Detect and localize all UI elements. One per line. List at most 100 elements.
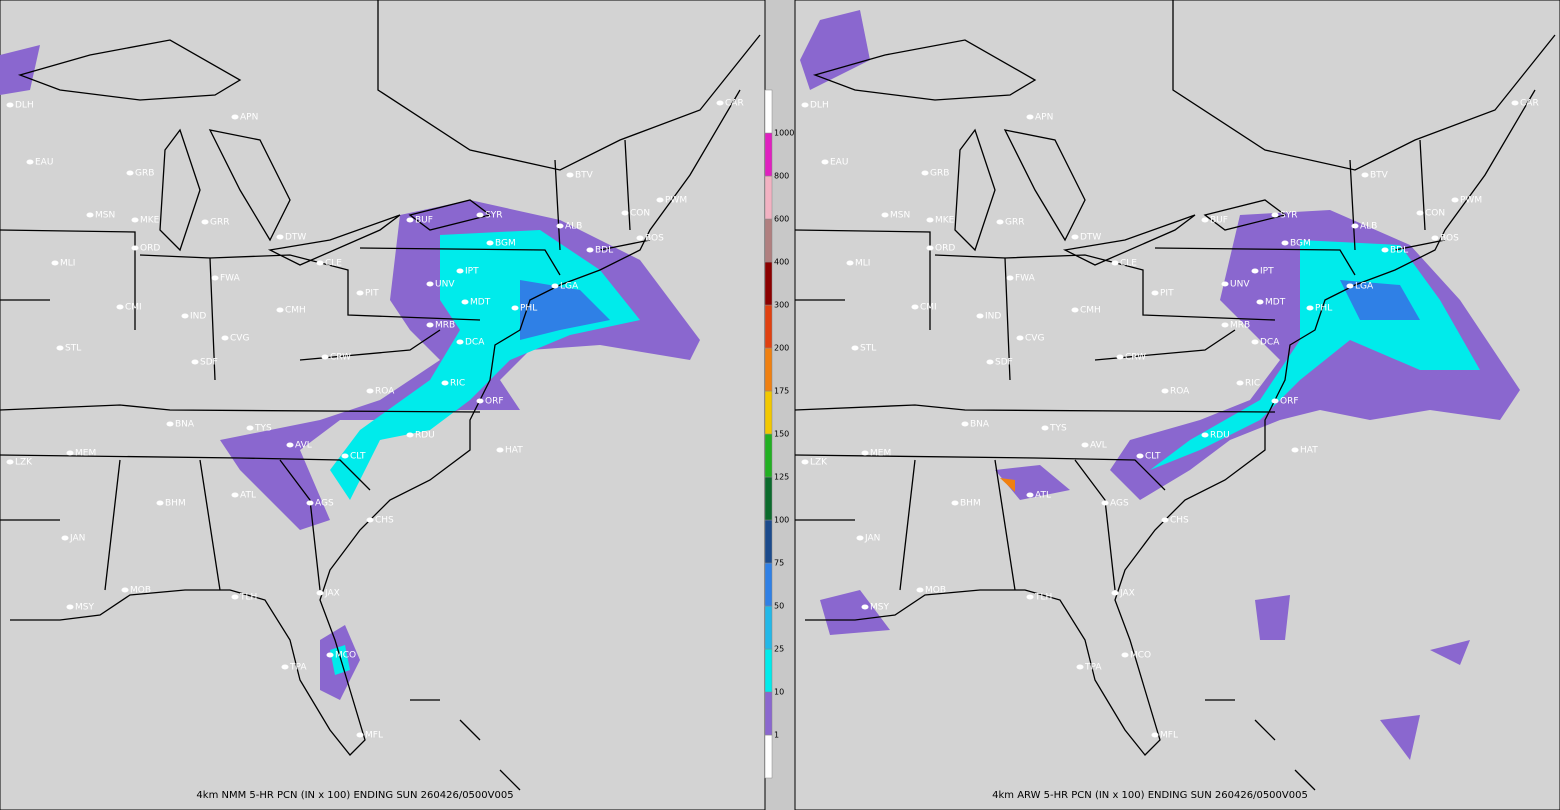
station-dot <box>1071 307 1079 313</box>
station-label: ALB <box>565 222 582 232</box>
station-label: ALB <box>1360 222 1377 232</box>
station-dot <box>461 299 469 305</box>
station-label: CMH <box>1080 306 1101 316</box>
station-dot <box>406 432 414 438</box>
station-label: BHM <box>165 499 186 509</box>
station-label: SYR <box>1280 211 1297 221</box>
station-label: STL <box>860 344 876 354</box>
station-label: CLT <box>350 452 366 462</box>
station-label: RDU <box>1210 431 1230 441</box>
station-dot <box>156 500 164 506</box>
station-dot <box>856 535 864 541</box>
station-label: GRB <box>135 169 154 179</box>
station-dot <box>166 421 174 427</box>
station-dot <box>181 313 189 319</box>
station-label: CRW <box>330 353 351 363</box>
station-dot <box>131 217 139 223</box>
station-label: TPA <box>289 663 307 673</box>
colorbar-label: 300 <box>774 301 789 310</box>
station-dot <box>356 290 364 296</box>
station-label: BGM <box>1290 239 1311 249</box>
station-label: IPT <box>465 267 479 277</box>
colorbar-segment <box>764 562 773 607</box>
station-dot <box>951 500 959 506</box>
station-dot <box>881 212 889 218</box>
station-label: CHS <box>1170 516 1189 526</box>
station-label: CMI <box>125 303 142 313</box>
station-label: MFL <box>1160 731 1178 741</box>
station-label: IPT <box>1260 267 1274 277</box>
colorbar-segment <box>764 433 773 478</box>
station-dot <box>276 307 284 313</box>
station-dot <box>911 304 919 310</box>
station-dot <box>441 380 449 386</box>
station-label: TPA <box>1084 663 1102 673</box>
colorbar-label: 175 <box>774 387 789 396</box>
station-label: CON <box>630 209 650 219</box>
colorbar-label: 10 <box>774 688 784 697</box>
station-label: CAR <box>1520 99 1539 109</box>
station-label: HAT <box>1300 446 1318 456</box>
station-label: FWA <box>220 274 241 284</box>
station-dot <box>366 388 374 394</box>
station-dot <box>1201 217 1209 223</box>
station-dot <box>1381 247 1389 253</box>
station-dot <box>986 359 994 365</box>
station-label: JAX <box>324 589 340 599</box>
station-dot <box>1136 453 1144 459</box>
colorbar-label: 400 <box>774 258 789 267</box>
station-label: CVG <box>1025 334 1044 344</box>
station-label: GRR <box>1005 218 1024 228</box>
station-dot <box>221 335 229 341</box>
station-dot <box>1161 517 1169 523</box>
station-dot <box>66 604 74 610</box>
station-dot <box>1291 447 1299 453</box>
station-label: PWM <box>1460 196 1482 206</box>
station-label: AVL <box>1090 441 1107 451</box>
station-dot <box>586 247 594 253</box>
station-dot <box>851 345 859 351</box>
station-dot <box>1271 212 1279 218</box>
station-dot <box>6 459 14 465</box>
colorbar: 1 10 25 50 75 100 125 150 175 200 300 400 600 800 1000 <box>764 89 794 779</box>
station-label: MLI <box>855 259 870 269</box>
station-label: AGS <box>315 499 334 509</box>
station-label: LZK <box>810 458 828 468</box>
station-label: GRB <box>930 169 949 179</box>
colorbar-segment <box>764 218 773 263</box>
caption: 4km ARW 5-HR PCN (IN x 100) ENDING SUN 2… <box>992 790 1308 801</box>
station-label: BNA <box>175 420 195 430</box>
station-dot <box>1236 380 1244 386</box>
station-label: ORD <box>140 244 160 254</box>
colorbar-segment <box>764 132 773 177</box>
station-label: MKE <box>140 216 160 226</box>
station-dot <box>1271 398 1279 404</box>
station-label: UNV <box>1230 280 1250 290</box>
colorbar-label: 600 <box>774 215 789 224</box>
station-dot <box>846 260 854 266</box>
station-dot <box>51 260 59 266</box>
colorbar-label: 125 <box>774 473 789 482</box>
station-dot <box>1251 339 1259 345</box>
station-label: MOB <box>130 586 151 596</box>
station-dot <box>1351 223 1359 229</box>
station-label: SYR <box>485 211 502 221</box>
station-dot <box>1151 290 1159 296</box>
station-dot <box>326 652 334 658</box>
station-label: CLE <box>1120 259 1137 269</box>
station-dot <box>1026 492 1034 498</box>
station-dot <box>1451 197 1459 203</box>
station-dot <box>996 219 1004 225</box>
station-label: APN <box>240 113 258 123</box>
colorbar-segment <box>764 734 773 779</box>
station-dot <box>231 492 239 498</box>
station-label: BGM <box>495 239 516 249</box>
station-label: AVL <box>295 441 312 451</box>
station-label: PIT <box>1160 289 1174 299</box>
station-label: MSN <box>95 211 115 221</box>
station-label: ORF <box>485 397 504 407</box>
station-dot <box>406 217 414 223</box>
station-dot <box>976 313 984 319</box>
station-dot <box>511 305 519 311</box>
